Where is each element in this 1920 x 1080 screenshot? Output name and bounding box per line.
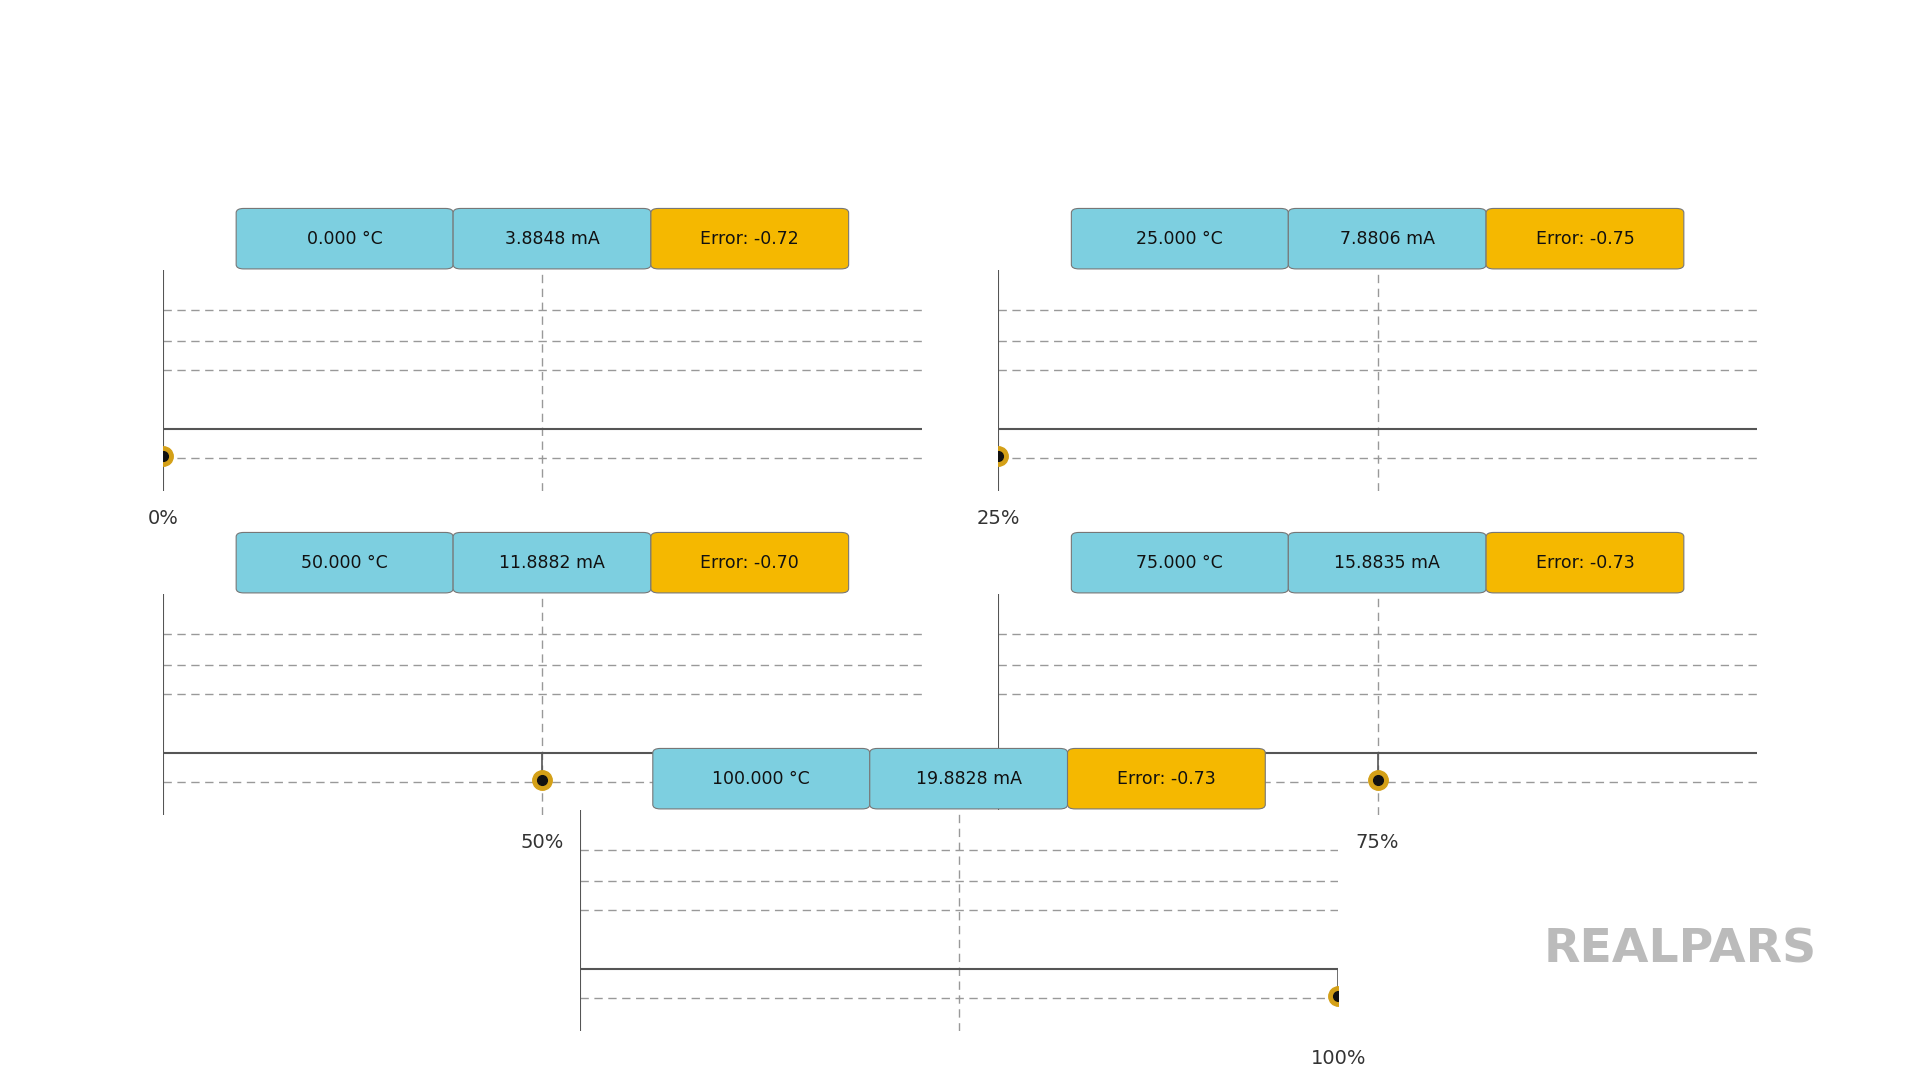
Text: Error: -0.70: Error: -0.70 bbox=[701, 554, 799, 571]
Text: Error: -0.75: Error: -0.75 bbox=[1536, 230, 1634, 247]
Text: 15.8835 mA: 15.8835 mA bbox=[1334, 554, 1440, 571]
Text: 19.8828 mA: 19.8828 mA bbox=[916, 770, 1021, 787]
Text: 75%: 75% bbox=[1356, 833, 1400, 852]
Text: REALPARS: REALPARS bbox=[1544, 928, 1816, 973]
Text: 50.000 °C: 50.000 °C bbox=[301, 554, 388, 571]
Text: 11.8882 mA: 11.8882 mA bbox=[499, 554, 605, 571]
Text: 0%: 0% bbox=[148, 509, 179, 528]
Text: 50%: 50% bbox=[520, 833, 564, 852]
Text: Error: -0.73: Error: -0.73 bbox=[1117, 770, 1215, 787]
Text: 75.000 °C: 75.000 °C bbox=[1137, 554, 1223, 571]
Text: 25.000 °C: 25.000 °C bbox=[1137, 230, 1223, 247]
Text: 7.8806 mA: 7.8806 mA bbox=[1340, 230, 1434, 247]
Text: 25%: 25% bbox=[977, 509, 1020, 528]
Text: 3.8848 mA: 3.8848 mA bbox=[505, 230, 599, 247]
Text: 100.000 °C: 100.000 °C bbox=[712, 770, 810, 787]
Text: 0.000 °C: 0.000 °C bbox=[307, 230, 382, 247]
Text: Error: -0.73: Error: -0.73 bbox=[1536, 554, 1634, 571]
Text: Error: -0.72: Error: -0.72 bbox=[701, 230, 799, 247]
Text: 100%: 100% bbox=[1311, 1049, 1365, 1068]
